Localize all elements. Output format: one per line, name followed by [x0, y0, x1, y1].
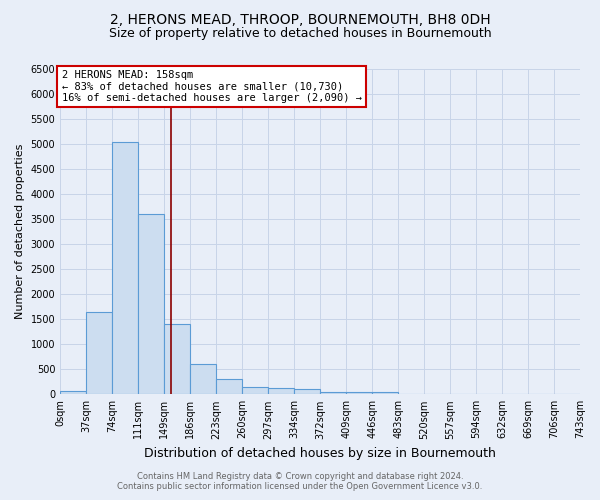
Bar [294, 390, 320, 394]
Bar [60, 390, 86, 394]
Bar [320, 392, 346, 394]
Bar [242, 387, 268, 394]
X-axis label: Distribution of detached houses by size in Bournemouth: Distribution of detached houses by size … [144, 447, 496, 460]
Bar [164, 324, 190, 394]
Bar [372, 392, 398, 394]
Bar [216, 380, 242, 394]
Bar [112, 142, 138, 394]
Text: Size of property relative to detached houses in Bournemouth: Size of property relative to detached ho… [109, 28, 491, 40]
Text: Contains HM Land Registry data © Crown copyright and database right 2024.
Contai: Contains HM Land Registry data © Crown c… [118, 472, 482, 491]
Bar [346, 392, 372, 394]
Bar [190, 364, 216, 394]
Y-axis label: Number of detached properties: Number of detached properties [15, 144, 25, 320]
Bar [138, 214, 164, 394]
Bar [268, 388, 294, 394]
Bar [86, 312, 112, 394]
Text: 2 HERONS MEAD: 158sqm
← 83% of detached houses are smaller (10,730)
16% of semi-: 2 HERONS MEAD: 158sqm ← 83% of detached … [62, 70, 362, 103]
Text: 2, HERONS MEAD, THROOP, BOURNEMOUTH, BH8 0DH: 2, HERONS MEAD, THROOP, BOURNEMOUTH, BH8… [110, 12, 490, 26]
